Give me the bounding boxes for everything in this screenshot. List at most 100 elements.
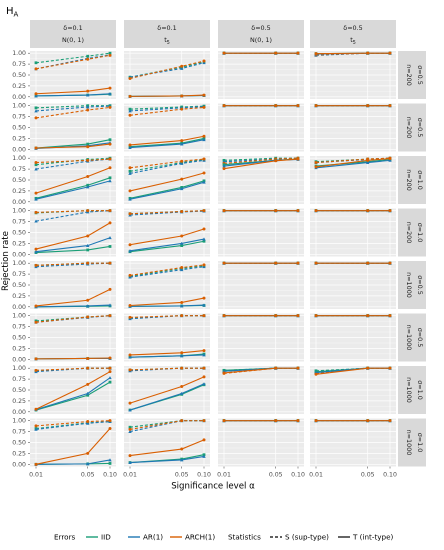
point-ARCH_S <box>86 315 90 319</box>
point-AR_T <box>366 160 370 164</box>
facet-col-bottom-label: N(0, 1) <box>62 36 84 44</box>
point-ARCH_T <box>222 209 226 213</box>
point-IID_T <box>180 244 184 247</box>
point-ARCH_T <box>388 51 392 55</box>
point-IID_S <box>128 107 132 111</box>
point-AR_T <box>202 454 206 458</box>
point-ARCH_S <box>86 366 90 370</box>
panel-r5-c1 <box>30 261 116 309</box>
y-tick-label: 0.25 <box>12 83 26 90</box>
y-tick-label: 0.25 <box>12 240 26 247</box>
point-ARCH_T <box>34 92 38 96</box>
point-ARCH_S <box>34 320 38 324</box>
legend-label-errors: IID <box>101 533 111 542</box>
panel-r4-c2 <box>124 208 210 257</box>
point-AR_T <box>180 241 184 245</box>
point-ARCH_T <box>314 314 318 318</box>
point-ARCH_T <box>34 191 38 195</box>
point-ARCH_T <box>222 51 226 55</box>
facet-row-n-label: n=1000 <box>405 325 413 351</box>
y-tick-label: 0.50 <box>12 282 26 289</box>
point-IID_S <box>128 425 132 429</box>
point-ARCH_T <box>128 143 132 147</box>
panel-r8-c4 <box>310 418 396 467</box>
point-ARCH_T <box>296 157 300 161</box>
y-tick-label: 0.50 <box>12 230 26 237</box>
point-AR_S <box>128 275 132 279</box>
y-tick-label: 0.50 <box>12 387 26 394</box>
y-tick-label: 0.00 <box>12 94 26 101</box>
y-tick-label: 0.25 <box>12 293 26 300</box>
point-AR_T <box>108 179 112 183</box>
point-ARCH_T <box>366 51 370 55</box>
point-ARCH_T <box>180 94 184 98</box>
point-AR_T <box>202 237 206 241</box>
panel-r7-c3 <box>218 366 304 414</box>
x-tick-label: 0.01 <box>217 472 231 479</box>
point-ARCH_T <box>180 351 184 355</box>
point-ARCH_T <box>274 209 278 213</box>
point-AR_T <box>202 303 206 307</box>
point-ARCH_S <box>128 368 132 372</box>
point-AR_T <box>222 164 226 168</box>
point-AR_T <box>128 145 132 149</box>
point-AR_S <box>128 171 132 175</box>
facet-strip-row-3 <box>398 156 426 204</box>
panel-r4-c1 <box>30 208 116 257</box>
y-tick-label: 1.00 <box>12 103 26 110</box>
point-AR_S <box>34 219 38 223</box>
point-AR_S <box>34 167 38 171</box>
legend-label-errors: AR(1) <box>143 533 163 542</box>
point-ARCH_S <box>180 366 184 370</box>
facet-row-param-label: σ=1.0 <box>416 223 424 243</box>
point-ARCH_T <box>86 382 90 386</box>
point-ARCH_T <box>86 356 90 360</box>
point-ARCH_T <box>274 104 278 108</box>
point-ARCH_T <box>314 372 318 376</box>
facet-row-n-label: n=200 <box>405 64 413 86</box>
x-tick-label: 0.05 <box>175 472 189 479</box>
point-IID_S <box>34 106 38 110</box>
x-tick-label: 0.01 <box>29 472 43 479</box>
point-ARCH_S <box>34 67 38 71</box>
facet-strip-row-4 <box>398 208 426 257</box>
point-ARCH_S <box>86 108 90 112</box>
point-ARCH_S <box>202 263 206 267</box>
point-AR_T <box>128 197 132 201</box>
facet-strip-col-3 <box>218 20 304 48</box>
legend-label-stats: T (int-type) <box>352 533 393 542</box>
facet-col-top-label: δ=0.1 <box>157 24 176 32</box>
point-IID_T <box>86 142 90 146</box>
point-ARCH_T <box>86 451 90 455</box>
point-ARCH_T <box>296 209 300 213</box>
point-AR_T <box>388 158 392 162</box>
point-AR_T <box>128 355 132 359</box>
facet-col-bottom-main: t <box>350 36 353 44</box>
y-tick-label: 0.00 <box>12 409 26 416</box>
facet-col-top-label: δ=0.5 <box>251 24 270 32</box>
facet-row-param-label: σ=0.5 <box>416 65 424 85</box>
facet-col-bottom-label: N(0, 1) <box>250 36 272 44</box>
facet-col-bottom-main: N(0, 1) <box>62 36 84 44</box>
panel-r6-c1 <box>30 313 116 362</box>
y-tick-label: 1.00 <box>12 50 26 57</box>
facet-row-n-label: n=1000 <box>405 272 413 298</box>
point-ARCH_T <box>108 427 112 431</box>
legend-label-stats: S (sup-type) <box>285 533 329 542</box>
point-ARCH_S <box>128 166 132 170</box>
legend-label-errors: ARCH(1) <box>185 533 215 542</box>
point-IID_T <box>108 176 112 180</box>
point-ARCH_T <box>86 145 90 149</box>
point-ARCH_T <box>128 94 132 98</box>
panel-r5-c4 <box>310 261 396 309</box>
point-ARCH_S <box>128 315 132 319</box>
point-ARCH_S <box>128 76 132 80</box>
point-ARCH_T <box>108 166 112 170</box>
facet-col-bottom-main: N(0, 1) <box>250 36 272 44</box>
x-tick-label: 0.10 <box>383 472 397 479</box>
y-tick-label: 0.75 <box>12 324 26 331</box>
point-ARCH_T <box>128 189 132 193</box>
point-ARCH_T <box>128 304 132 308</box>
y-tick-label: 0.75 <box>12 219 26 226</box>
point-ARCH_T <box>314 165 318 169</box>
